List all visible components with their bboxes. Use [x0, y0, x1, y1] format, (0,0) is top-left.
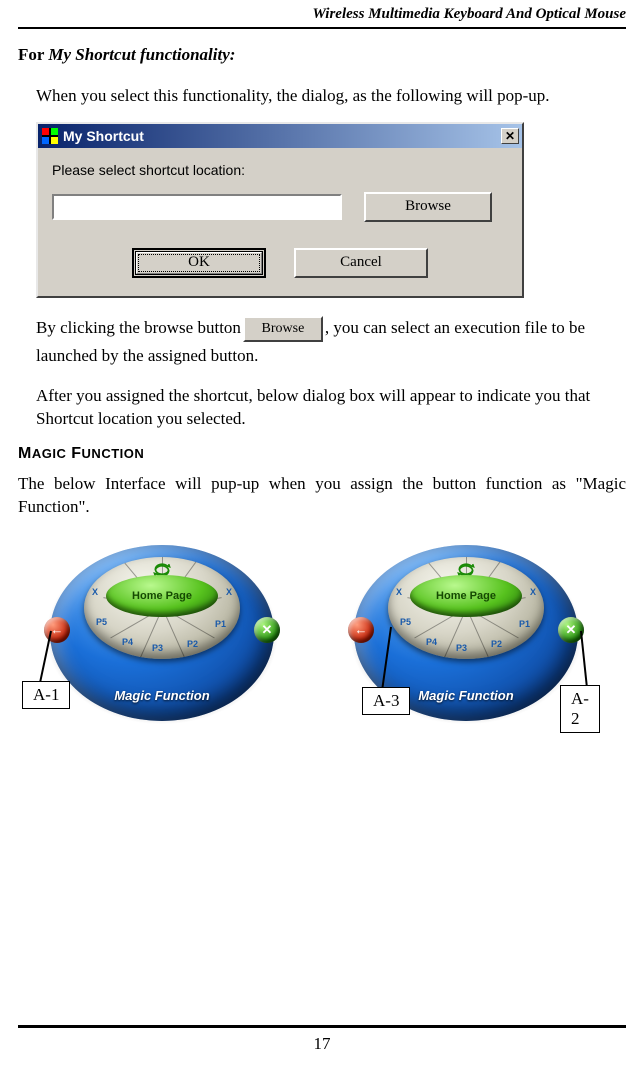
browse-button[interactable]: Browse — [364, 192, 492, 222]
slot-p3[interactable]: P3 — [152, 643, 163, 653]
ok-button-label: OK — [136, 252, 262, 274]
input-row: Browse — [52, 192, 508, 222]
footer: 17 — [18, 1025, 626, 1054]
slot-x-right: X — [226, 587, 232, 597]
windows-icon — [42, 128, 58, 144]
widgets-row: Home Page X X P1 P2 P3 P4 P5 ← ✕ Magic F… — [32, 531, 626, 741]
slot-p3-r[interactable]: P3 — [456, 643, 467, 653]
left-knob-r[interactable]: ← — [348, 617, 374, 643]
magic-function-heading: MAGIC FUNCTION — [18, 445, 626, 463]
slot-p1-r[interactable]: P1 — [519, 619, 530, 629]
heading-italic: My Shortcut functionality: — [48, 45, 235, 64]
widget-body: Home Page X X P1 P2 P3 P4 P5 ← ✕ Magic F… — [50, 545, 274, 721]
magic-widget-left: Home Page X X P1 P2 P3 P4 P5 ← ✕ Magic F… — [32, 531, 292, 741]
close-button[interactable]: ✕ — [501, 128, 519, 144]
section-heading: For My Shortcut functionality: — [18, 45, 626, 65]
right-knob[interactable]: ✕ — [254, 617, 280, 643]
ok-button[interactable]: OK — [132, 248, 266, 278]
titlebar-left: My Shortcut — [42, 128, 144, 144]
dialog-body: Please select shortcut location: Browse … — [38, 148, 522, 296]
dialog-titlebar: My Shortcut ✕ — [38, 124, 522, 148]
slot-x-left-r: X — [396, 587, 402, 597]
callout-a2: A-2 — [560, 685, 600, 733]
product-header: Wireless Multimedia Keyboard And Optical… — [18, 0, 626, 23]
for-label: For — [18, 45, 48, 64]
slot-p4-r[interactable]: P4 — [426, 637, 437, 647]
cancel-button[interactable]: Cancel — [294, 248, 428, 278]
dial-r: Home Page X X P1 P2 P3 P4 P5 — [388, 557, 544, 659]
slot-p5[interactable]: P5 — [96, 617, 107, 627]
slot-p2[interactable]: P2 — [187, 639, 198, 649]
my-shortcut-dialog: My Shortcut ✕ Please select shortcut loc… — [36, 122, 524, 298]
slot-p5-r[interactable]: P5 — [400, 617, 411, 627]
inline-browse-button[interactable]: Browse — [243, 316, 323, 342]
slot-x-right-r: X — [530, 587, 536, 597]
slot-p4[interactable]: P4 — [122, 637, 133, 647]
header-divider — [18, 27, 626, 29]
location-input[interactable] — [52, 194, 342, 220]
magic-intro: The below Interface will pup-up when you… — [18, 473, 626, 519]
browse-para-pre: By clicking the browse button — [36, 318, 241, 337]
page-number: 17 — [18, 1034, 626, 1054]
dial: Home Page X X P1 P2 P3 P4 P5 — [84, 557, 240, 659]
close-icon: ✕ — [505, 129, 515, 143]
intro-paragraph: When you select this functionality, the … — [36, 85, 626, 108]
assigned-paragraph: After you assigned the shortcut, below d… — [36, 385, 626, 431]
callout-a3: A-3 — [362, 687, 410, 715]
slot-p2-r[interactable]: P2 — [491, 639, 502, 649]
footer-divider — [18, 1025, 626, 1028]
browse-paragraph: By clicking the browse buttonBrowse, you… — [36, 314, 626, 369]
button-row: OK Cancel — [52, 248, 508, 278]
dialog-prompt: Please select shortcut location: — [52, 162, 508, 178]
magic-widget-right: Home Page X X P1 P2 P3 P4 P5 ← ✕ Magic F… — [336, 531, 596, 741]
slot-x-left: X — [92, 587, 98, 597]
slot-labels-r: X X P1 P2 P3 P4 P5 — [388, 557, 544, 659]
slot-p1[interactable]: P1 — [215, 619, 226, 629]
dialog-title: My Shortcut — [63, 128, 144, 144]
callout-a1: A-1 — [22, 681, 70, 709]
slot-labels: X X P1 P2 P3 P4 P5 — [84, 557, 240, 659]
widget-bottom-label: Magic Function — [50, 688, 274, 703]
